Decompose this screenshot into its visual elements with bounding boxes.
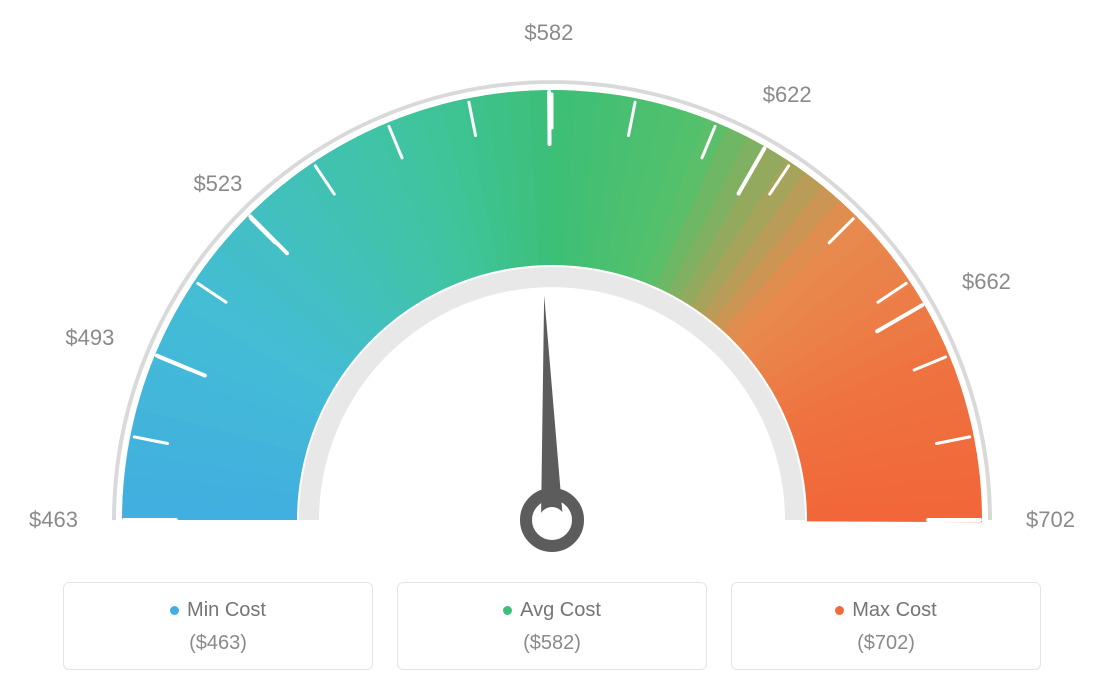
legend-dot-avg [503,606,512,615]
legend-value-max: ($702) [742,632,1030,655]
gauge-tick-label: $702 [1026,507,1075,533]
gauge-tick-label: $622 [763,82,812,108]
cost-gauge-chart: $463 $493 $523 $582 $622 $662 $702 [0,0,1104,560]
legend-value-min: ($463) [74,632,362,655]
legend-card-max: Max Cost ($702) [731,582,1041,670]
gauge-svg [42,40,1062,580]
gauge-tick-label: $662 [962,269,1011,295]
legend-title-min: Min Cost [187,599,266,622]
legend-card-avg: Avg Cost ($582) [397,582,707,670]
legend-card-min: Min Cost ($463) [63,582,373,670]
gauge-tick-label: $493 [65,325,114,351]
legend-title-max: Max Cost [852,599,936,622]
legend-dot-max [835,606,844,615]
legend-dot-min [170,606,179,615]
legend-value-avg: ($582) [408,632,696,655]
gauge-tick-label: $582 [524,20,573,46]
legend-title-avg: Avg Cost [520,599,601,622]
gauge-tick-label: $523 [193,171,242,197]
gauge-tick-label: $463 [29,507,78,533]
legend-row: Min Cost ($463) Avg Cost ($582) Max Cost… [0,582,1104,670]
